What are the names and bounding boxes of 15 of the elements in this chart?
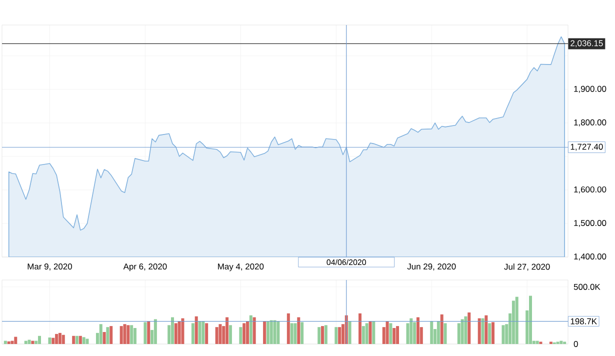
ref-line-label: 198.7K xyxy=(570,318,597,324)
y-tick-label: 0 xyxy=(574,341,578,347)
y-tick-label: 1,600.00 xyxy=(574,186,606,194)
y-tick-label: 1,400.00 xyxy=(574,254,606,260)
ref-line-label: 2,036.15 xyxy=(570,40,603,48)
y-tick-label: 1,500.00 xyxy=(574,220,606,227)
y-tick-label: 1,900.00 xyxy=(574,86,606,93)
y-tick-label: 500.0K xyxy=(574,284,600,290)
x-tick-label: Mar 9, 2020 xyxy=(28,264,72,271)
x-tick-label: Jun 29, 2020 xyxy=(407,264,456,271)
x-tick-label: May 4, 2020 xyxy=(218,264,264,272)
x-tick-label: Jul 27, 2020 xyxy=(504,264,550,271)
x-tick-label: Apr 6, 2020 xyxy=(123,264,167,272)
y-tick-label: 1,800.00 xyxy=(574,119,606,126)
ref-line-label: 1,727.40 xyxy=(570,144,603,151)
